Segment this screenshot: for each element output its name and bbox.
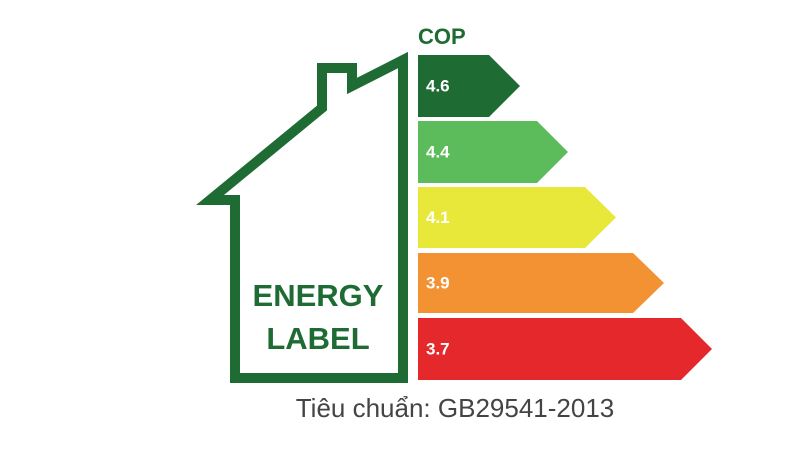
level-label: 3.9 bbox=[426, 273, 450, 292]
level-arrow bbox=[418, 121, 568, 183]
house-outline bbox=[196, 51, 408, 383]
level-label: 3.7 bbox=[426, 339, 450, 358]
house-text: ENERGY bbox=[253, 278, 384, 313]
level-label: 4.4 bbox=[426, 142, 450, 161]
level-label: 4.1 bbox=[426, 208, 450, 227]
house-text: LABEL bbox=[266, 321, 369, 356]
level-label: 4.6 bbox=[426, 76, 450, 95]
footer: Tiêu chuẩn: GB29541-2013 bbox=[296, 393, 615, 423]
scale-title: COP bbox=[418, 24, 466, 49]
level-arrow bbox=[418, 318, 712, 380]
levels: 4.6 4.4 4.1 3.9 3.7 bbox=[418, 55, 712, 380]
level-arrow bbox=[418, 55, 520, 117]
level-arrow bbox=[418, 187, 616, 248]
level-arrow bbox=[418, 253, 664, 313]
